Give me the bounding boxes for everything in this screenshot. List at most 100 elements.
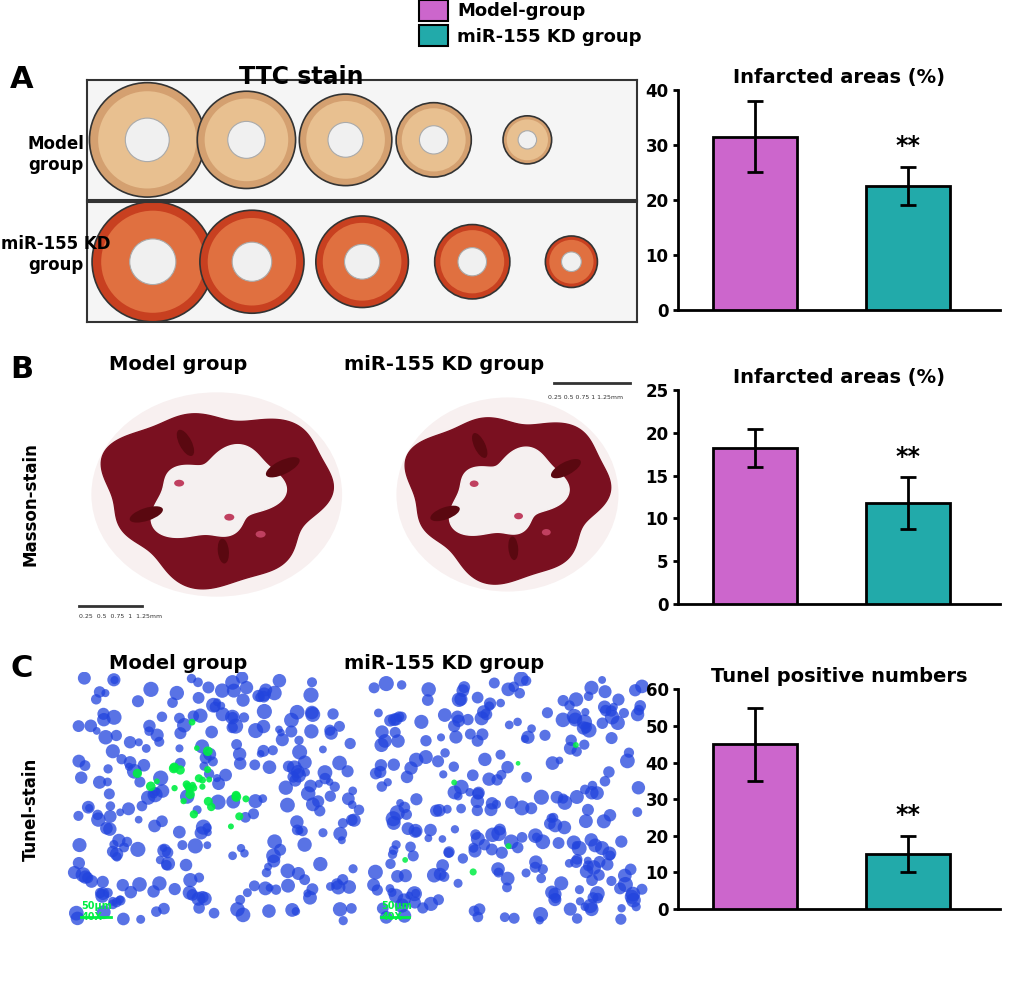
Point [160, 856, 176, 872]
Point [430, 892, 446, 908]
Point [628, 899, 644, 915]
Point [569, 851, 585, 867]
Point [470, 909, 486, 925]
Point [568, 854, 584, 870]
Ellipse shape [541, 529, 550, 535]
Point [334, 913, 351, 929]
Point [493, 767, 510, 783]
Point [469, 802, 485, 818]
Bar [865, 854, 949, 909]
Point [185, 780, 202, 796]
Point [228, 736, 245, 752]
Point [178, 776, 195, 792]
Point [566, 834, 582, 850]
Point [113, 751, 129, 767]
Point [97, 685, 113, 701]
Point [81, 799, 97, 815]
Point [436, 745, 452, 761]
Point [500, 717, 517, 733]
Point [149, 773, 165, 789]
Point [386, 724, 403, 740]
Ellipse shape [506, 120, 547, 160]
Ellipse shape [458, 248, 486, 276]
Point [612, 900, 629, 916]
Point [568, 837, 584, 853]
Point [387, 888, 404, 904]
Point [422, 896, 438, 912]
Point [141, 723, 157, 739]
Point [476, 837, 492, 853]
Point [156, 842, 172, 858]
Point [465, 864, 481, 880]
Point [546, 892, 562, 908]
Point [571, 882, 587, 898]
Point [231, 892, 248, 908]
Point [533, 870, 549, 886]
Point [303, 723, 319, 739]
Text: miR-155 KD group: miR-155 KD group [343, 355, 543, 374]
Point [70, 808, 87, 824]
Point [393, 897, 410, 913]
Point [99, 774, 115, 790]
Point [498, 879, 515, 895]
Text: **: ** [895, 803, 919, 827]
Point [454, 850, 471, 866]
Point [297, 754, 313, 770]
Point [591, 854, 607, 870]
Ellipse shape [328, 123, 363, 157]
Point [622, 861, 638, 877]
Ellipse shape [396, 398, 618, 591]
Point [130, 734, 147, 750]
Point [366, 680, 382, 696]
Point [104, 893, 120, 909]
Ellipse shape [549, 240, 593, 284]
Point [556, 794, 573, 810]
Point [76, 757, 93, 773]
Point [422, 822, 438, 838]
Point [340, 879, 357, 895]
Point [435, 868, 451, 884]
Point [143, 778, 159, 794]
Point [474, 726, 490, 742]
Point [112, 804, 128, 820]
Point [285, 769, 302, 785]
Point [272, 842, 288, 858]
Bar [865, 503, 949, 604]
Ellipse shape [440, 230, 503, 294]
Point [200, 761, 216, 777]
Point [146, 883, 162, 899]
Point [450, 691, 467, 707]
Point [108, 846, 124, 862]
Point [372, 764, 388, 780]
Point [280, 758, 297, 774]
Point [291, 822, 308, 838]
Text: A: A [10, 65, 34, 94]
Point [339, 763, 356, 779]
Point [376, 733, 392, 749]
Point [261, 903, 277, 919]
Point [488, 796, 504, 812]
Point [527, 828, 543, 844]
Point [499, 681, 516, 697]
Point [277, 779, 293, 795]
Point [499, 870, 516, 886]
Point [445, 774, 462, 790]
Point [533, 789, 549, 805]
Ellipse shape [306, 101, 384, 179]
Point [534, 861, 550, 877]
Ellipse shape [217, 538, 228, 563]
Point [179, 778, 196, 794]
Point [322, 878, 338, 894]
Point [71, 837, 88, 853]
Point [171, 710, 187, 726]
Point [224, 709, 240, 725]
Point [398, 769, 415, 785]
Point [70, 855, 87, 871]
Point [452, 691, 469, 707]
Point [231, 808, 248, 824]
Point [265, 853, 281, 869]
Point [461, 784, 477, 800]
Point [334, 872, 351, 888]
Point [407, 823, 423, 839]
Text: 50μm: 50μm [82, 900, 112, 910]
